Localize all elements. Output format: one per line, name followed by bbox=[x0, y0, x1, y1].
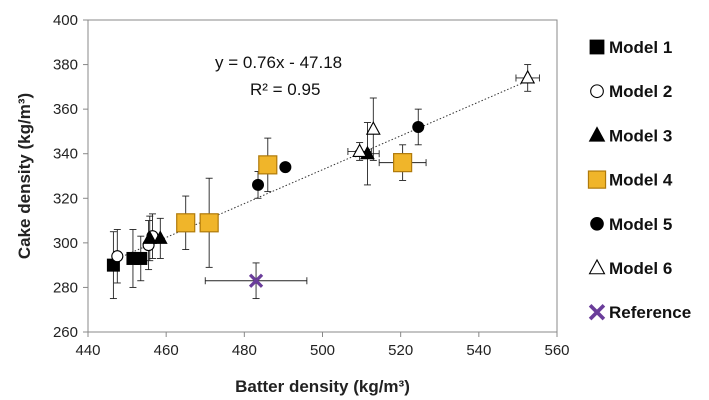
point-model-3 bbox=[142, 230, 158, 244]
legend-label-model-1: Model 1 bbox=[609, 38, 672, 57]
x-tick-label: 480 bbox=[232, 342, 257, 359]
y-tick-label: 380 bbox=[53, 57, 78, 74]
axis-ticks: 440 460 480 500 520 540 560 260 280 300 320 340 360 3… bbox=[53, 12, 570, 359]
legend-label-model-3: Model 3 bbox=[609, 126, 672, 145]
point-model-6 bbox=[520, 69, 536, 84]
x-marker-stroke bbox=[588, 303, 606, 321]
legend-marker-reference bbox=[588, 303, 606, 321]
point-model-4 bbox=[199, 213, 219, 233]
y-tick-label: 280 bbox=[53, 279, 78, 296]
data-points bbox=[106, 69, 536, 288]
legend-label-model-5: Model 5 bbox=[609, 215, 672, 234]
y-axis-title: Cake density (kg/m³) bbox=[15, 93, 34, 259]
point-model-6 bbox=[352, 143, 368, 158]
point-model-2 bbox=[111, 250, 124, 263]
point-model-6 bbox=[365, 121, 381, 135]
point-model-5 bbox=[412, 120, 425, 133]
point-model-1 bbox=[134, 251, 148, 265]
legend-marker-model-2 bbox=[590, 84, 604, 99]
legend-marker-model-1 bbox=[589, 39, 605, 55]
y-tick-label: 320 bbox=[53, 190, 78, 207]
y-tick-label: 300 bbox=[53, 235, 78, 252]
legend-label-model-4: Model 4 bbox=[609, 171, 673, 190]
legend-label-reference: Reference bbox=[609, 303, 691, 322]
point-reference bbox=[248, 273, 264, 288]
trendline-equation: y = 0.76x - 47.18 bbox=[215, 53, 342, 72]
x-tick-label: 520 bbox=[388, 342, 413, 359]
legend-marker-model-6 bbox=[588, 258, 606, 275]
x-tick-label: 460 bbox=[154, 342, 179, 359]
error-bars bbox=[109, 64, 540, 300]
y-tick-label: 360 bbox=[53, 101, 78, 118]
legend-label-model-2: Model 2 bbox=[609, 82, 672, 101]
trendline bbox=[115, 79, 530, 260]
legend-marker-model-3 bbox=[588, 126, 606, 142]
y-tick-label: 400 bbox=[53, 12, 78, 29]
x-tick-label: 440 bbox=[75, 342, 100, 359]
x-marker-stroke bbox=[248, 273, 264, 288]
legend-marker-model-4 bbox=[587, 170, 607, 189]
y-tick-label: 260 bbox=[53, 324, 78, 341]
x-tick-label: 560 bbox=[544, 342, 569, 359]
point-model-4 bbox=[176, 213, 196, 233]
trendline-r-squared: R² = 0.95 bbox=[250, 80, 320, 99]
point-model-4 bbox=[258, 155, 278, 175]
point-model-5 bbox=[279, 161, 292, 174]
point-model-5 bbox=[252, 178, 265, 191]
point-model-4 bbox=[393, 153, 413, 173]
x-tick-label: 540 bbox=[466, 342, 491, 359]
x-axis-title: Batter density (kg/m³) bbox=[235, 377, 410, 396]
legend-label-model-6: Model 6 bbox=[609, 259, 672, 278]
point-model-3 bbox=[152, 230, 168, 244]
trendline-group bbox=[115, 79, 530, 260]
x-tick-label: 500 bbox=[310, 342, 335, 359]
y-tick-label: 340 bbox=[53, 146, 78, 163]
legend-marker-model-5 bbox=[590, 216, 604, 231]
legend: Model 1 Model 2 Model 3 Model 4 Model 5 Model… bbox=[587, 38, 691, 322]
